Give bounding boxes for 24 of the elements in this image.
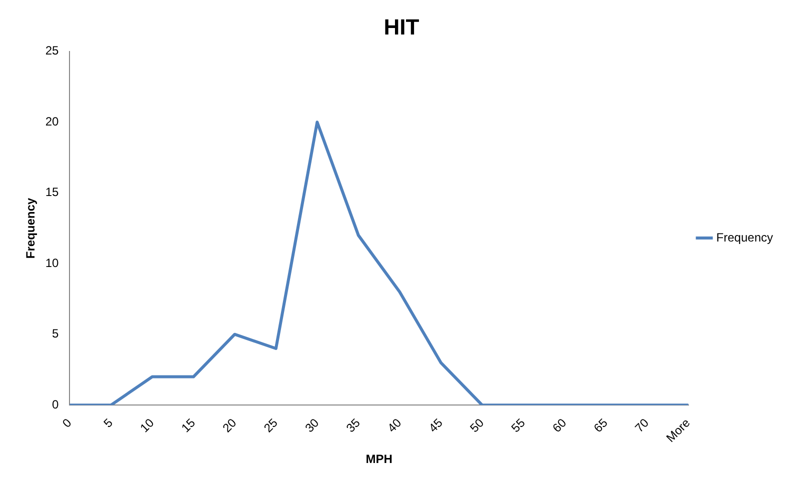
x-tick-label: 20 — [220, 416, 240, 436]
x-tick-label: 40 — [384, 416, 404, 436]
x-tick-label: 55 — [508, 416, 528, 436]
x-tick-label: 15 — [178, 416, 198, 436]
y-tick-label: 0 — [52, 397, 60, 412]
x-tick-label: 5 — [100, 416, 116, 430]
y-tick-label: 5 — [52, 326, 60, 341]
x-tick-label: 50 — [467, 416, 487, 436]
chart-title: HIT — [384, 14, 420, 40]
x-tick-label: 60 — [550, 416, 570, 436]
y-axis-title: Frequency — [24, 198, 38, 259]
y-tick-label: 25 — [45, 44, 60, 58]
x-tick-label: 65 — [590, 416, 611, 436]
x-tick-label: 70 — [632, 416, 652, 436]
x-tick-label: 30 — [302, 416, 322, 436]
y-tick-label: 10 — [45, 256, 60, 270]
y-tick-label: 20 — [45, 114, 60, 128]
y-tick-label: 15 — [45, 185, 60, 200]
x-axis-title: MPH — [366, 452, 392, 466]
legend-label: Frequency — [716, 230, 774, 244]
x-tick-label: 35 — [344, 416, 364, 436]
x-tick-label: 25 — [261, 416, 281, 436]
x-tick-label: 45 — [426, 416, 446, 436]
x-tick-label: 10 — [137, 416, 157, 436]
